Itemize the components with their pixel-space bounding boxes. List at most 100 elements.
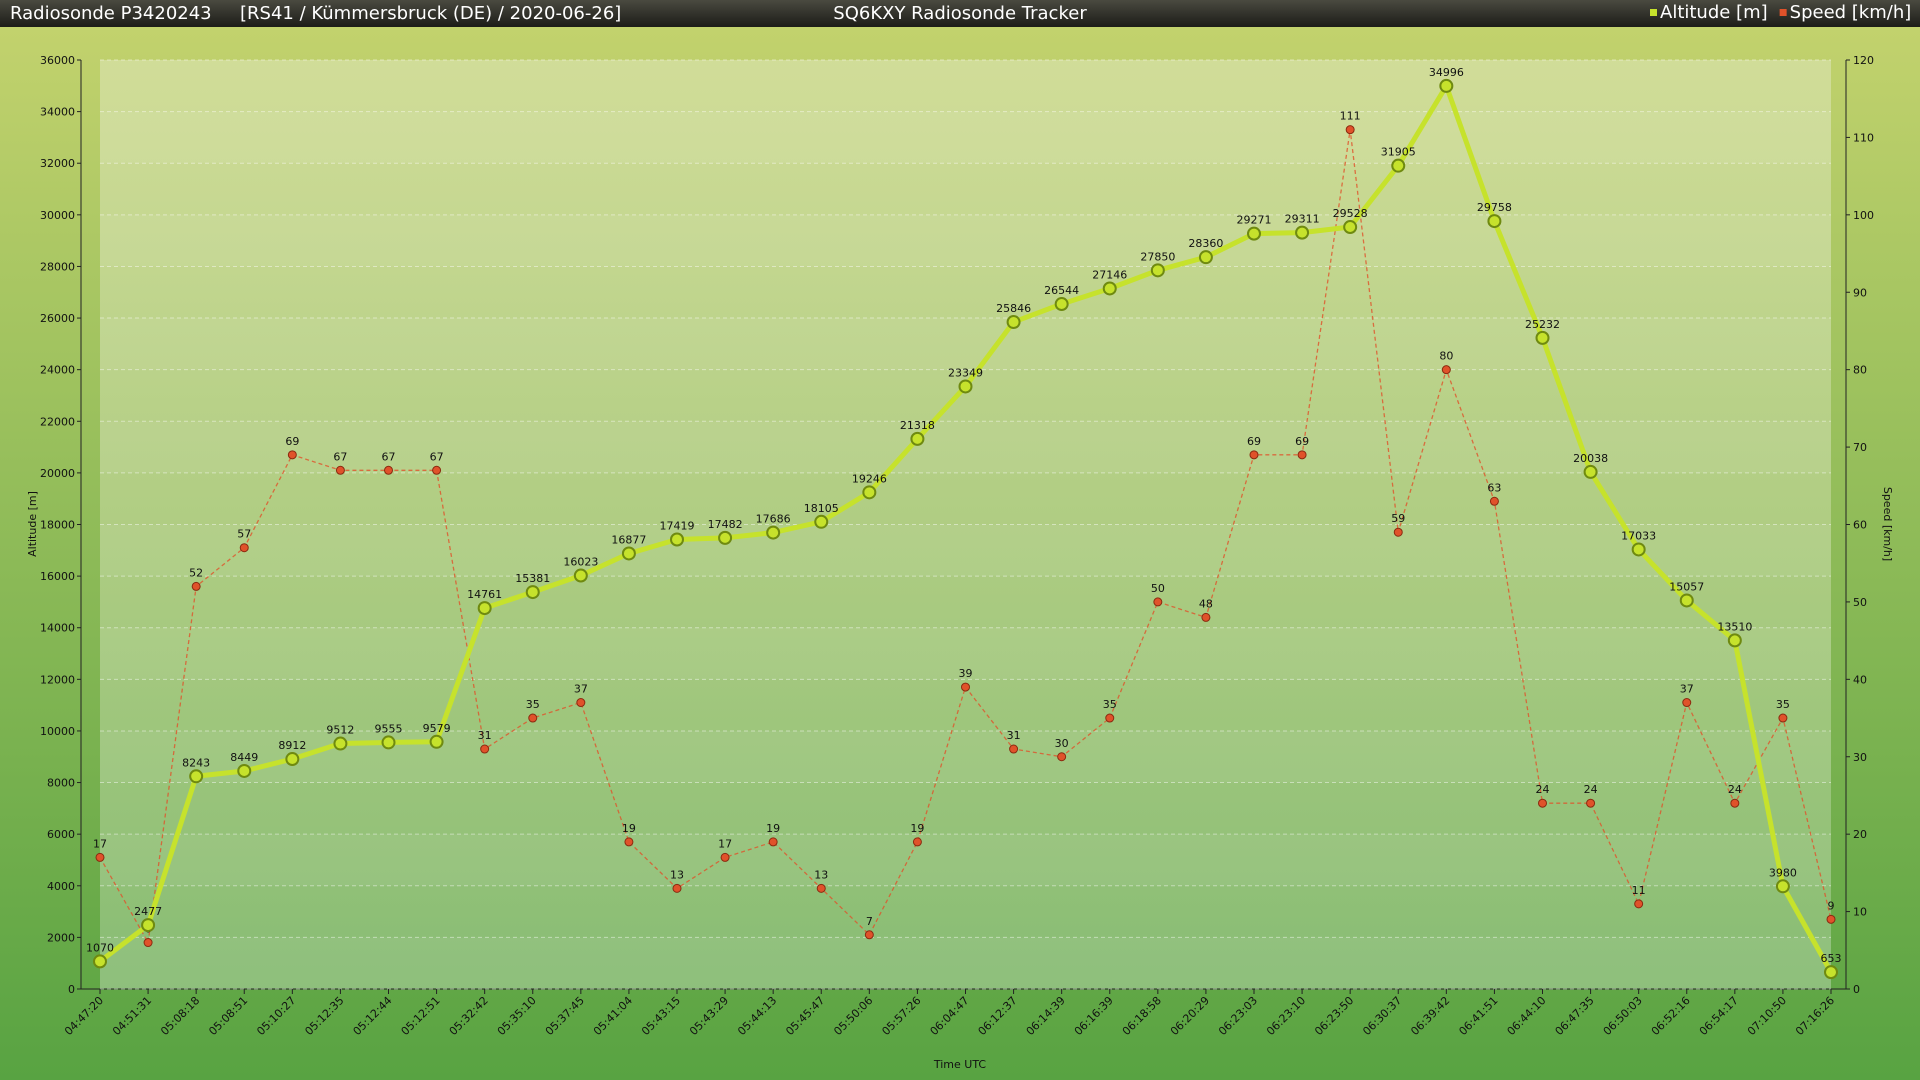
altitude-point — [1679, 593, 1694, 608]
speed-point — [1009, 744, 1019, 754]
data-label: 19 — [622, 822, 636, 835]
speed-point — [432, 465, 442, 475]
y2-tick-label: 90 — [1853, 286, 1867, 299]
altitude-point — [429, 734, 444, 749]
y2-tick-label: 120 — [1853, 54, 1874, 67]
data-label: 24 — [1584, 783, 1598, 796]
speed-point — [1153, 597, 1163, 607]
data-label: 31905 — [1381, 146, 1416, 159]
speed-point — [1441, 365, 1451, 375]
altitude-point — [1150, 263, 1165, 278]
speed-point — [768, 837, 778, 847]
y-tick-label: 24000 — [40, 364, 75, 377]
y2-tick-label: 100 — [1853, 209, 1874, 222]
data-label: 29311 — [1285, 213, 1320, 226]
data-label: 69 — [285, 435, 299, 448]
data-label: 15381 — [515, 572, 550, 585]
y-tick-label: 20000 — [40, 467, 75, 480]
altitude-point — [1583, 464, 1598, 479]
altitude-point — [1631, 542, 1646, 557]
y2-tick-label: 20 — [1853, 828, 1867, 841]
y2-axis-title: Speed [km/h] — [1881, 487, 1894, 561]
data-label: 29271 — [1237, 214, 1272, 227]
altitude-point — [1487, 214, 1502, 229]
data-label: 19 — [910, 822, 924, 835]
y2-tick-label: 80 — [1853, 364, 1867, 377]
data-label: 17 — [93, 837, 107, 850]
band — [100, 421, 1831, 473]
speed-point — [1393, 527, 1403, 537]
altitude-point — [1727, 633, 1742, 648]
data-label: 13 — [814, 868, 828, 881]
data-label: 653 — [1821, 952, 1842, 965]
speed-point — [1682, 698, 1692, 708]
speed-point — [1105, 713, 1115, 723]
band — [100, 318, 1831, 370]
speed-point — [191, 581, 201, 591]
y-tick-label: 28000 — [40, 260, 75, 273]
speed-point — [239, 543, 249, 553]
data-label: 9512 — [326, 724, 354, 737]
data-label: 16023 — [563, 556, 598, 569]
data-label: 18105 — [804, 502, 839, 515]
altitude-point — [1824, 965, 1838, 980]
y2-tick-label: 110 — [1853, 131, 1874, 144]
data-label: 19 — [766, 822, 780, 835]
altitude-point — [1295, 225, 1310, 240]
y2-tick-label: 50 — [1853, 596, 1867, 609]
data-label: 17686 — [756, 513, 791, 526]
data-label: 31 — [1007, 729, 1021, 742]
speed-point — [1249, 450, 1259, 460]
data-label: 111 — [1340, 110, 1361, 123]
y-tick-label: 22000 — [40, 415, 75, 428]
data-label: 7 — [866, 915, 873, 928]
y2-tick-label: 40 — [1853, 673, 1867, 686]
y-tick-label: 32000 — [40, 157, 75, 170]
legend: Altitude [m] Speed [km/h] — [1650, 2, 1911, 23]
data-label: 8912 — [278, 739, 306, 752]
y-tick-label: 14000 — [40, 622, 75, 635]
band — [100, 214, 1831, 267]
altitude-point — [1439, 78, 1454, 93]
speed-point — [287, 450, 297, 460]
data-label: 17033 — [1621, 529, 1656, 542]
legend-swatch — [1779, 9, 1787, 16]
band — [100, 834, 1831, 886]
speed-point — [576, 698, 586, 708]
data-label: 24 — [1536, 783, 1550, 796]
altitude-point — [1006, 315, 1021, 330]
speed-point — [624, 837, 634, 847]
band — [100, 111, 1831, 164]
altitude-point — [1775, 879, 1790, 894]
data-label: 39 — [959, 667, 973, 680]
data-label: 34996 — [1429, 66, 1464, 79]
speed-point — [143, 938, 153, 948]
data-label: 63 — [1487, 481, 1501, 494]
data-label: 21318 — [900, 419, 935, 432]
data-label: 9579 — [423, 722, 451, 735]
header-left: Radiosonde P3420243 — [10, 3, 212, 24]
y2-tick-label: 60 — [1853, 519, 1867, 532]
y-tick-label: 4000 — [47, 880, 75, 893]
speed-point — [1201, 612, 1211, 622]
y2-tick-label: 30 — [1853, 751, 1867, 764]
y-tick-label: 10000 — [40, 725, 75, 738]
data-label: 8243 — [182, 756, 210, 769]
legend-swatch — [1650, 9, 1657, 16]
speed-point — [1730, 798, 1740, 808]
y-tick-label: 18000 — [40, 519, 75, 532]
data-label: 37 — [574, 683, 588, 696]
data-label: 30 — [1055, 737, 1069, 750]
header-info: [RS41 / Kümmersbruck (DE) / 2020-06-26] — [240, 3, 621, 24]
speed-point — [864, 930, 874, 940]
x-axis-title: Time UTC — [933, 1058, 987, 1071]
legend-label: Speed [km/h] — [1790, 2, 1912, 23]
data-label: 9555 — [375, 722, 403, 735]
speed-point — [1826, 914, 1836, 924]
altitude-point — [189, 769, 204, 784]
altitude-point — [718, 530, 733, 545]
band — [100, 524, 1831, 577]
data-label: 35 — [526, 698, 540, 711]
